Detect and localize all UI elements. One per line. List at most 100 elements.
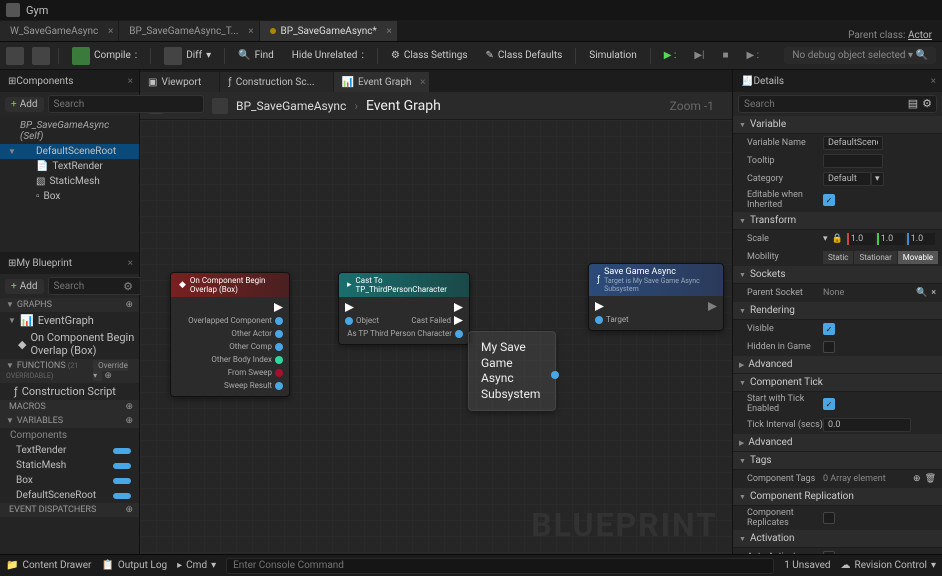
tooltip-input[interactable] [823,154,883,168]
clear-icon[interactable]: × [931,288,936,298]
node-savegame[interactable]: ƒSave Game AsyncTarget is My Save Game A… [588,263,724,331]
cat-activation[interactable]: Activation [733,530,942,548]
functions-category[interactable]: ▼FUNCTIONS (21 OVERRIDABLE)Override ▾ ⊕ [0,359,139,383]
lock-icon[interactable]: 🔒 [832,234,843,244]
components-panel-tab[interactable]: ⊞ Components× [0,70,139,92]
console-input[interactable] [226,558,774,574]
function-item[interactable]: ƒ Construction Script [0,383,139,400]
variable-item[interactable]: DefaultSceneRoot [0,488,139,503]
node-cast[interactable]: ▸Cast To TP_ThirdPersonCharacter ObjectC… [338,272,470,345]
component-item[interactable]: 📄 TextRender [0,159,139,174]
variables-category[interactable]: ▼VARIABLES⊕ [0,414,139,428]
find-button[interactable]: 🔍 Find [233,47,279,64]
chevron-down-icon[interactable]: ▾ [823,234,828,244]
revision-control-button[interactable]: ☁ Revision Control ▾ [841,560,936,571]
editable-checkbox[interactable]: ✓ [823,194,835,206]
simulation-button[interactable]: Simulation [584,47,641,64]
cat-replication[interactable]: Component Replication [733,488,942,506]
variable-item[interactable]: TextRender [0,443,139,458]
visible-checkbox[interactable]: ✓ [823,323,835,335]
close-icon[interactable]: × [248,26,253,37]
debug-object-select[interactable]: No debug object selected ▾ 🔍 [784,47,936,64]
variable-item[interactable]: StaticMesh [0,458,139,473]
viewport-tab[interactable]: ▣ Viewport [140,72,219,92]
eventgraph-tab[interactable]: 📊 Event Graph× [334,72,430,92]
add-component-button[interactable]: Add [5,97,44,112]
myblueprint-panel-tab[interactable]: ⊞ My Blueprint× [0,252,139,274]
cat-tags[interactable]: Tags [733,452,942,470]
add-icon[interactable]: ⊕ [125,402,133,412]
component-item[interactable]: BP_SaveGameAsync (Self) [0,118,139,144]
class-defaults-button[interactable]: ✎ Class Defaults [481,47,568,64]
unsaved-button[interactable]: 1 Unsaved [784,560,830,571]
add-icon[interactable]: ⊕ [913,474,921,484]
cat-variable[interactable]: Variable [733,116,942,134]
component-item[interactable]: ▫ Box [0,189,139,204]
graphs-category[interactable]: ▼GRAPHS⊕ [0,298,139,312]
start-tick-checkbox[interactable]: ✓ [823,398,835,410]
browse-icon[interactable] [32,47,50,65]
close-icon[interactable]: × [386,26,391,37]
override-dropdown[interactable]: Override ▾ [93,360,128,381]
breadcrumb-graph[interactable]: Event Graph [366,98,441,114]
hide-unrelated-button[interactable]: Hide Unrelated : [287,47,369,64]
close-icon[interactable]: × [128,76,133,87]
skip-button[interactable]: ▶| [689,47,709,64]
content-drawer-button[interactable]: 📁 Content Drawer [6,560,91,571]
asset-tab[interactable]: BP_SaveGameAsync_T...× [119,21,258,41]
close-icon[interactable]: × [931,76,936,87]
cat-transform[interactable]: Transform [733,212,942,230]
variable-name-input[interactable] [823,136,883,150]
save-icon[interactable] [6,47,24,65]
var-subcategory[interactable]: Components [0,428,139,443]
component-item[interactable]: ▧ StaticMesh [0,174,139,189]
construction-tab[interactable]: ƒ Construction Sc... [220,72,332,92]
eject-button[interactable]: ▶ : [742,47,765,64]
diff-button[interactable]: Diff ▾ [159,44,216,68]
mobility-segment[interactable]: StaticStationarMovable [823,251,938,264]
search-icon[interactable]: 🔍 [916,288,927,298]
class-icon[interactable] [212,98,228,114]
stop-button[interactable]: ■ [717,47,733,64]
node-begin-overlap[interactable]: ◆On Component Begin Overlap (Box) Overla… [170,272,290,397]
gear-icon[interactable]: ⚙ [123,280,133,293]
add-icon[interactable]: ⊕ [125,505,133,515]
scale-y[interactable] [877,233,905,245]
list-icon[interactable]: ▤ [908,97,918,110]
play-button[interactable]: ▶ : [659,47,682,64]
add-icon[interactable]: ⊕ [125,300,133,310]
gear-icon[interactable]: ⚙ [922,97,932,110]
cmd-dropdown[interactable]: ▸ Cmd ▾ [177,560,216,571]
parent-class-link[interactable]: Actor [908,30,932,41]
asset-tab[interactable]: W_SaveGameAsync× [0,21,118,41]
details-panel-tab[interactable]: 🧾 Details× [733,70,942,92]
variable-item[interactable]: Box [0,473,139,488]
node-subsystem[interactable]: My Save Game Async Subsystem [468,331,556,411]
close-icon[interactable]: × [420,77,425,88]
output-log-button[interactable]: 📋 Output Log [101,560,167,571]
component-item[interactable]: ▼DefaultSceneRoot [0,144,139,159]
add-icon[interactable]: ⊕ [125,416,133,426]
event-item[interactable]: ◆ On Component Begin Overlap (Box) [0,329,139,359]
cat-advanced[interactable]: Advanced [733,356,942,374]
asset-tab[interactable]: BP_SaveGameAsync*× [260,21,397,41]
macros-category[interactable]: MACROS⊕ [0,400,139,414]
cat-advanced[interactable]: Advanced [733,434,942,452]
hidden-checkbox[interactable] [823,341,835,353]
category-select[interactable]: Default [823,172,871,186]
cat-rendering[interactable]: Rendering [733,302,942,320]
cat-sockets[interactable]: Sockets [733,266,942,284]
close-icon[interactable]: × [108,26,113,37]
chevron-down-icon[interactable]: ▾ [871,172,884,186]
add-button[interactable]: Add [5,279,44,294]
component-search-input[interactable] [48,95,204,113]
graph-item[interactable]: ▼📊 EventGraph [0,312,139,329]
cat-tick[interactable]: Component Tick [733,374,942,392]
trash-icon[interactable]: 🗑 [925,474,936,484]
graph-canvas[interactable]: ◆On Component Begin Overlap (Box) Overla… [140,120,732,554]
tick-interval-input[interactable] [823,418,911,432]
compile-button[interactable]: Compile : [67,44,142,68]
dispatchers-category[interactable]: EVENT DISPATCHERS⊕ [0,503,139,517]
scale-x[interactable] [847,233,875,245]
class-settings-button[interactable]: ⚙ Class Settings [386,47,473,64]
